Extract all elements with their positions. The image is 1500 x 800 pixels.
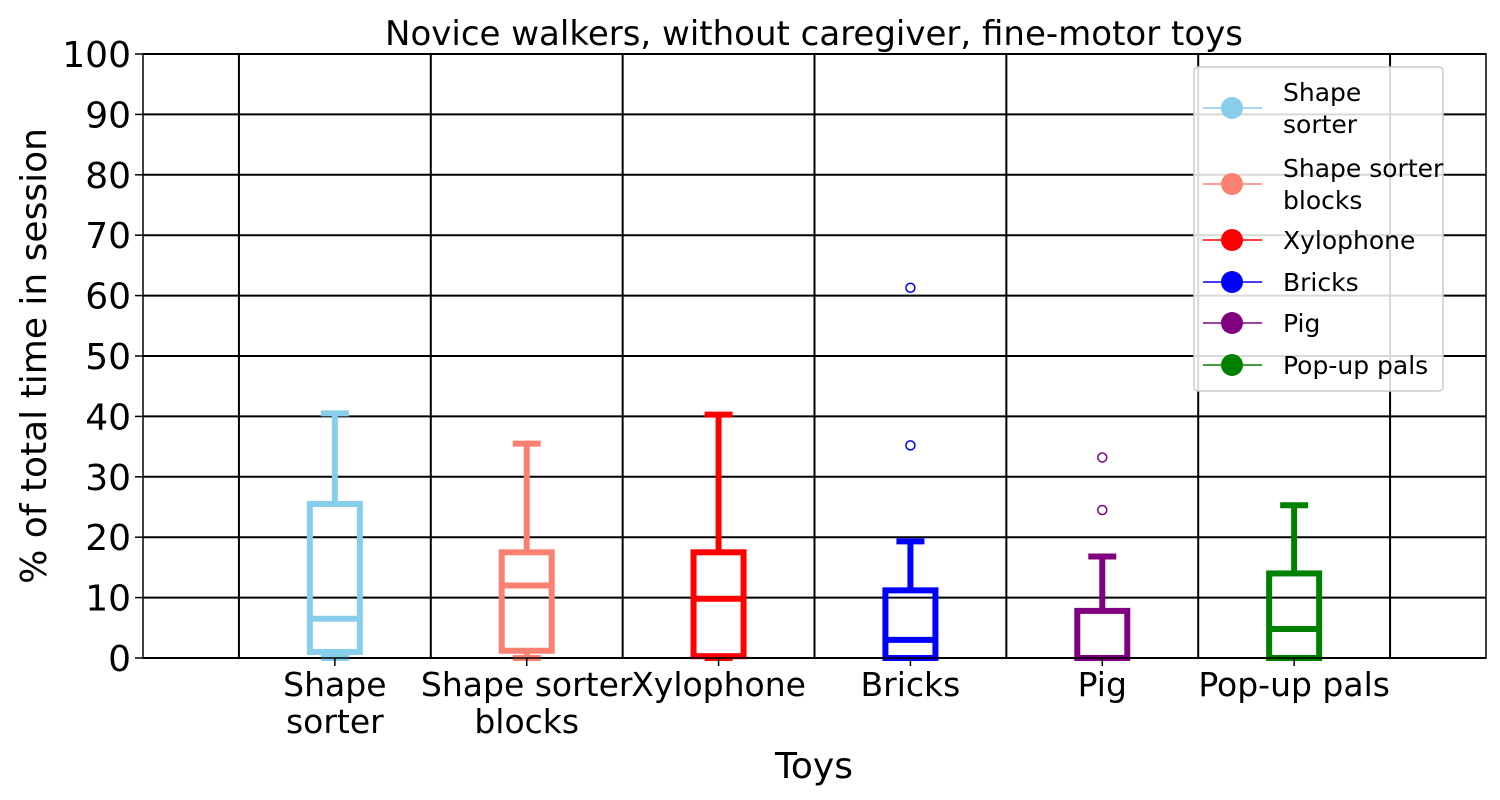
box-bricks — [882, 282, 939, 661]
x-tick-label: Shape sorter — [421, 665, 633, 704]
legend-box — [1193, 66, 1444, 392]
x-tick-label: Shape — [283, 665, 386, 704]
outlier-point — [1097, 452, 1108, 463]
x-tick-label: Pop-up pals — [1198, 665, 1390, 704]
y-tick-label: 0 — [108, 639, 131, 680]
iqr-box — [1074, 607, 1131, 661]
y-tick-label: 60 — [85, 277, 131, 318]
outlier-point — [905, 440, 916, 451]
iqr-box — [306, 500, 363, 655]
box-pop-up-pals — [1266, 502, 1323, 661]
y-tick-label: 90 — [85, 95, 131, 136]
y-tick-label: 100 — [62, 35, 131, 76]
legend-label: Pig — [1283, 309, 1320, 338]
y-tick-label: 40 — [85, 397, 131, 438]
legend-label: Shape sorter — [1283, 154, 1444, 183]
y-tick-label: 30 — [85, 458, 131, 499]
chart-title: Novice walkers, without caregiver, fine-… — [385, 14, 1243, 54]
y-tick-label: 50 — [85, 337, 131, 378]
x-tick-label: Xylophone — [631, 665, 806, 704]
legend-entry: Bricks — [1203, 268, 1359, 297]
y-tick-label: 20 — [85, 518, 131, 559]
x-tick-label: Pig — [1078, 665, 1127, 704]
box-pig — [1074, 452, 1131, 661]
y-tick-label: 80 — [85, 156, 131, 197]
iqr-box — [498, 549, 555, 654]
legend-label: sorter — [1283, 110, 1358, 139]
legend-marker — [1221, 271, 1243, 293]
legend-entry: Shape sorter blocks — [1203, 154, 1444, 215]
legend-entry: Pig — [1203, 309, 1320, 338]
legend-label: Pop-up pals — [1283, 351, 1428, 380]
iqr-box — [690, 549, 747, 660]
outlier-point — [1097, 504, 1108, 516]
legend-entry: Shape sorter — [1203, 78, 1361, 139]
legend-marker — [1221, 354, 1243, 376]
legend-marker — [1221, 229, 1243, 251]
legend-label: Xylophone — [1283, 226, 1415, 255]
legend-label: blocks — [1283, 186, 1362, 215]
x-tick-label: Bricks — [861, 665, 961, 704]
legend-label: Bricks — [1283, 268, 1359, 297]
box-shape-sorter — [306, 410, 363, 661]
x-tick-label: sorter — [286, 702, 384, 741]
legend-marker — [1221, 312, 1243, 334]
legend-entry: Xylophone — [1203, 226, 1415, 255]
y-tick-label: 70 — [85, 216, 131, 257]
box-shape-sorter-blocks — [498, 440, 555, 661]
legend-label: Shape — [1283, 78, 1361, 107]
y-tick-label: 10 — [85, 579, 131, 620]
x-tick-label: blocks — [474, 702, 579, 741]
x-axis-label: Toys — [774, 746, 853, 787]
legend-entry: Pop-up pals — [1203, 351, 1428, 380]
plot-area-frame — [142, 53, 1487, 659]
iqr-box — [1266, 570, 1323, 661]
legend-marker — [1221, 97, 1243, 119]
outlier-point — [905, 282, 916, 293]
y-axis-label: % of total time in session — [14, 128, 55, 584]
iqr-box — [882, 587, 939, 661]
legend-marker — [1221, 173, 1243, 195]
